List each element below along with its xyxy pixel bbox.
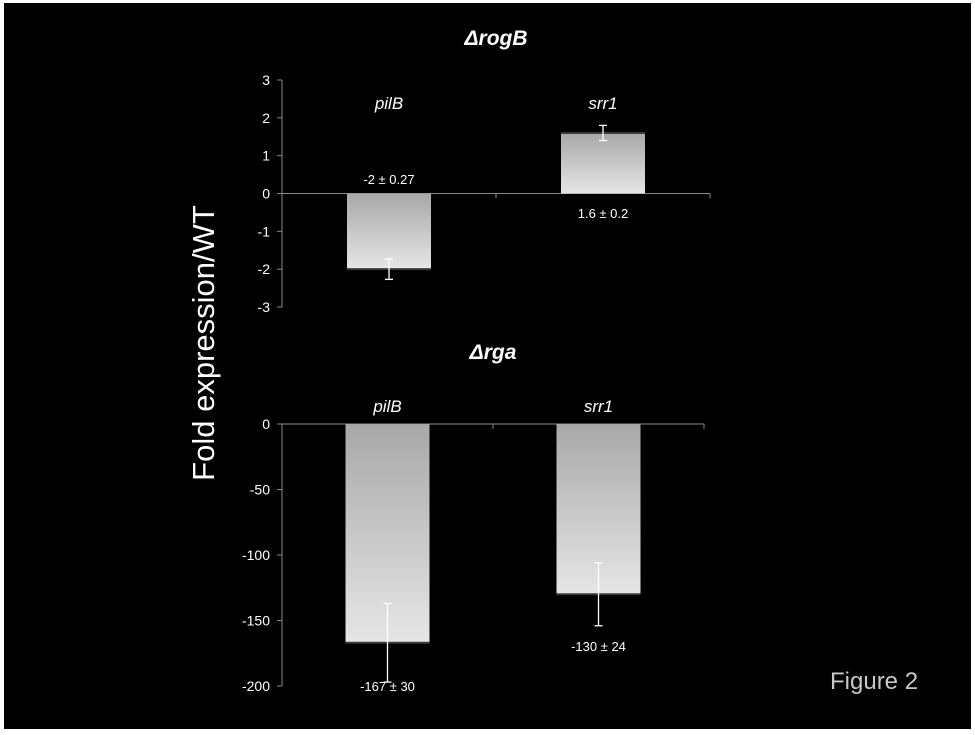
chart-delta-rogB: ΔrogB 3 2 1 0 -1 -2 -3 pilB -2 ± 0.27 srr1 1.6 ± 0.… xyxy=(258,27,711,315)
y-tick-label: -150 xyxy=(242,613,270,629)
y-tick-label: -1 xyxy=(258,223,271,239)
bar-srr1 xyxy=(561,132,645,194)
bar-pilB xyxy=(347,193,431,270)
data-label: -130 ± 24 xyxy=(571,639,626,654)
category-label: srr1 xyxy=(588,94,617,113)
category-label: srr1 xyxy=(584,397,613,416)
y-tick-label: 3 xyxy=(262,72,270,88)
data-label: -2 ± 0.27 xyxy=(363,172,414,187)
y-tick-label: -100 xyxy=(242,547,270,563)
figure-label: Figure 2 xyxy=(830,668,919,695)
data-label: 1.6 ± 0.2 xyxy=(578,206,629,221)
y-tick-label: -3 xyxy=(258,299,271,315)
figure-plot-area: ΔrogB 3 2 1 0 -1 -2 -3 pilB -2 ± 0.27 srr1 1.6 ± 0.… xyxy=(242,27,711,694)
category-label: pilB xyxy=(374,94,403,113)
y-tick-label: -200 xyxy=(242,678,270,694)
y-tick-label: 0 xyxy=(262,416,270,432)
chart-title: Δrga xyxy=(469,341,517,364)
category-label: pilB xyxy=(372,397,401,416)
y-tick-label: -50 xyxy=(250,482,270,498)
y-tick-label: 0 xyxy=(262,186,270,202)
data-label: -167 ± 30 xyxy=(360,679,415,694)
chart-delta-rga: Δrga 0 -50 -100 -150 -200 pilB -167 ± 30 srr1 -13… xyxy=(242,341,705,694)
slide-background: ΔrogB 3 2 1 0 -1 -2 -3 pilB -2 ± 0.27 srr1 1.6 ± 0.… xyxy=(4,3,971,729)
y-tick-label: -2 xyxy=(258,261,271,277)
y-axis-label: Fold expression/WT xyxy=(186,205,221,481)
y-tick-label: 2 xyxy=(262,110,270,126)
y-tick-label: 1 xyxy=(262,148,270,164)
chart-title: ΔrogB xyxy=(463,27,527,50)
